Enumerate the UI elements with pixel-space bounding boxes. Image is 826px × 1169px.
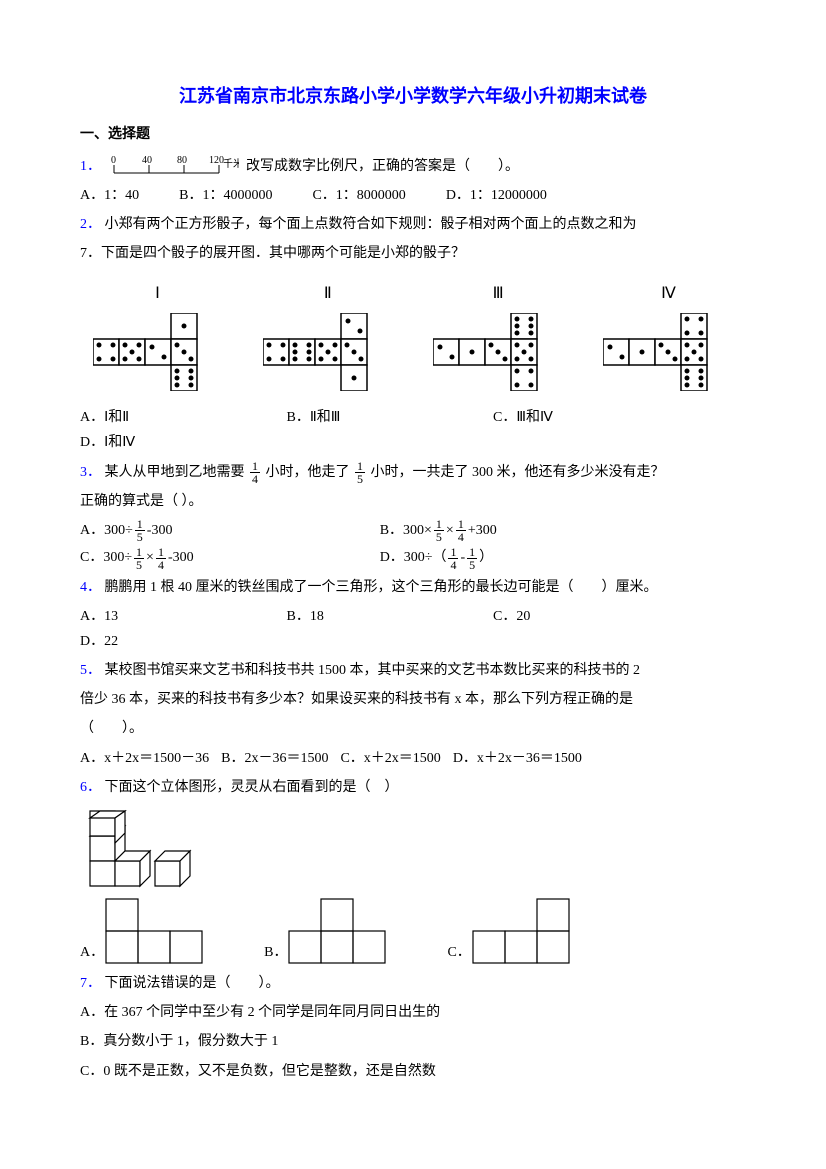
q3-text-c: 小时，一共走了 300 米，他还有多少米没有走？ xyxy=(371,465,665,480)
q7-opt-b: B．真分数小于 1，假分数大于 1 xyxy=(80,1029,746,1054)
question-7: 7． 下面说法错误的是（ ）。 xyxy=(80,971,746,996)
dice-net-3: Ⅲ xyxy=(421,280,576,391)
q1-opt-c: C．1：8000000 xyxy=(312,183,405,208)
page-title: 江苏省南京市北京东路小学小学数学六年级小升初期末试卷 xyxy=(80,80,746,112)
q1-opt-d: D．1：12000000 xyxy=(446,183,547,208)
question-5: 5． 某校图书馆买来文艺书和科技书共 1500 本，其中买来的文艺书本数比买来的… xyxy=(80,658,746,683)
q5-line3: （ ）。 xyxy=(80,716,746,741)
section-header: 一、选择题 xyxy=(80,122,746,147)
q5-opt-d: D．x＋2x－36＝1500 xyxy=(453,746,582,771)
q2-line2: 7．下面是四个骰子的展开图．其中哪两个可能是小郑的骰子？ xyxy=(80,241,746,266)
q4-opt-b: B．18 xyxy=(287,604,454,629)
svg-text:千米: 千米 xyxy=(223,157,239,170)
q3-number: 3． xyxy=(80,465,101,480)
q3-opt-c: C．300÷15×14-300 xyxy=(80,545,380,570)
q1-opt-a: A．1：40 xyxy=(80,183,139,208)
q4-opt-a: A．13 xyxy=(80,604,247,629)
q4-opt-c: C．20 xyxy=(493,604,660,629)
frac-1-5: 15 xyxy=(355,460,365,485)
dice-net-1: Ⅰ xyxy=(80,280,235,391)
q6-number: 6． xyxy=(80,780,101,795)
roman-1: Ⅰ xyxy=(155,280,160,309)
roman-3: Ⅲ xyxy=(493,280,504,309)
q7-opt-c: C．0 既不是正数，又不是负数，但它是整数，还是自然数 xyxy=(80,1059,746,1084)
q5-opt-a: A．x＋2x＝1500－36 xyxy=(80,746,209,771)
cube-figure xyxy=(80,806,746,891)
q5-line2: 倍少 36 本，买来的科技书有多少本？如果设买来的科技书有 x 本，那么下列方程… xyxy=(80,687,746,712)
svg-text:120: 120 xyxy=(209,155,224,166)
q4-opt-d: D．22 xyxy=(80,629,213,654)
frac-1-4: 14 xyxy=(250,460,260,485)
question-1: 1． 0 40 80 120 千米 改写成数字比例尺，正确的答案是（ ）。 xyxy=(80,154,746,179)
q6-opt-b: B． xyxy=(264,897,387,965)
question-4: 4． 鹏鹏用 1 根 40 厘米的铁丝围成了一个三角形，这个三角形的最长边可能是… xyxy=(80,575,746,600)
question-2: 2． 小郑有两个正方形骰子，每个面上点数符合如下规则：骰子相对两个面上的点数之和… xyxy=(80,212,746,237)
svg-text:80: 80 xyxy=(177,155,187,166)
q2-options: A．Ⅰ和Ⅱ B．Ⅱ和Ⅲ C．Ⅲ和Ⅳ D．Ⅰ和Ⅳ xyxy=(80,405,746,455)
q2-opt-c: C．Ⅲ和Ⅳ xyxy=(493,405,660,430)
q1-text: 改写成数字比例尺，正确的答案是（ ）。 xyxy=(246,159,519,174)
dice-net-2: Ⅱ xyxy=(250,280,405,391)
q5-opt-c: C．x＋2x＝1500 xyxy=(340,746,440,771)
q2-opt-a: A．Ⅰ和Ⅱ xyxy=(80,405,247,430)
q5-options: A．x＋2x＝1500－36 B．2x－36＝1500 C．x＋2x＝1500 … xyxy=(80,746,746,771)
q4-number: 4． xyxy=(80,580,101,595)
q6-text: 下面这个立体图形，灵灵从右面看到的是（ ） xyxy=(105,780,399,795)
q5-opt-b: B．2x－36＝1500 xyxy=(221,746,328,771)
q7-number: 7． xyxy=(80,976,101,991)
q3-text-b: 小时，他走了 xyxy=(266,465,350,480)
dice-net-4: Ⅳ xyxy=(591,280,746,391)
q3-options-row2: C．300÷15×14-300 D．300÷（14-15） xyxy=(80,545,746,570)
q6-options: A． B． C． xyxy=(80,897,746,965)
q6-opt-c: C． xyxy=(447,897,570,965)
dice-nets: Ⅰ Ⅱ xyxy=(80,280,746,391)
q2-number: 2． xyxy=(80,217,101,232)
q2-opt-b: B．Ⅱ和Ⅲ xyxy=(287,405,454,430)
q3-options-row1: A．300÷15-300 B．300×15×14+300 xyxy=(80,518,746,543)
roman-4: Ⅳ xyxy=(661,280,676,309)
q2-opt-d: D．Ⅰ和Ⅳ xyxy=(80,430,213,455)
svg-text:0: 0 xyxy=(111,155,116,166)
q4-options: A．13 B．18 C．20 D．22 xyxy=(80,604,746,654)
ruler-icon: 0 40 80 120 千米 xyxy=(109,155,239,177)
question-3: 3． 某人从甲地到乙地需要 14 小时，他走了 15 小时，一共走了 300 米… xyxy=(80,460,746,485)
q3-text-a: 某人从甲地到乙地需要 xyxy=(105,465,245,480)
q3-line2: 正确的算式是（ ）。 xyxy=(80,489,746,514)
q6-opt-a: A． xyxy=(80,897,204,965)
q3-opt-a: A．300÷15-300 xyxy=(80,518,380,543)
q1-number: 1． xyxy=(80,159,101,174)
svg-text:40: 40 xyxy=(142,155,152,166)
q4-text: 鹏鹏用 1 根 40 厘米的铁丝围成了一个三角形，这个三角形的最长边可能是（ ）… xyxy=(105,580,658,595)
q7-opt-a: A．在 367 个同学中至少有 2 个同学是同年同月同日出生的 xyxy=(80,1000,746,1025)
q7-text: 下面说法错误的是（ ）。 xyxy=(105,976,280,991)
q2-text1: 小郑有两个正方形骰子，每个面上点数符合如下规则：骰子相对两个面上的点数之和为 xyxy=(105,217,637,232)
q5-number: 5． xyxy=(80,663,101,678)
q3-opt-b: B．300×15×14+300 xyxy=(380,518,680,543)
q5-text1: 某校图书馆买来文艺书和科技书共 1500 本，其中买来的文艺书本数比买来的科技书… xyxy=(105,663,641,678)
q1-opt-b: B．1：4000000 xyxy=(179,183,272,208)
question-6: 6． 下面这个立体图形，灵灵从右面看到的是（ ） xyxy=(80,775,746,800)
q3-opt-d: D．300÷（14-15） xyxy=(380,545,680,570)
q1-options: A．1：40 B．1：4000000 C．1：8000000 D．1：12000… xyxy=(80,183,746,208)
roman-2: Ⅱ xyxy=(324,280,332,309)
